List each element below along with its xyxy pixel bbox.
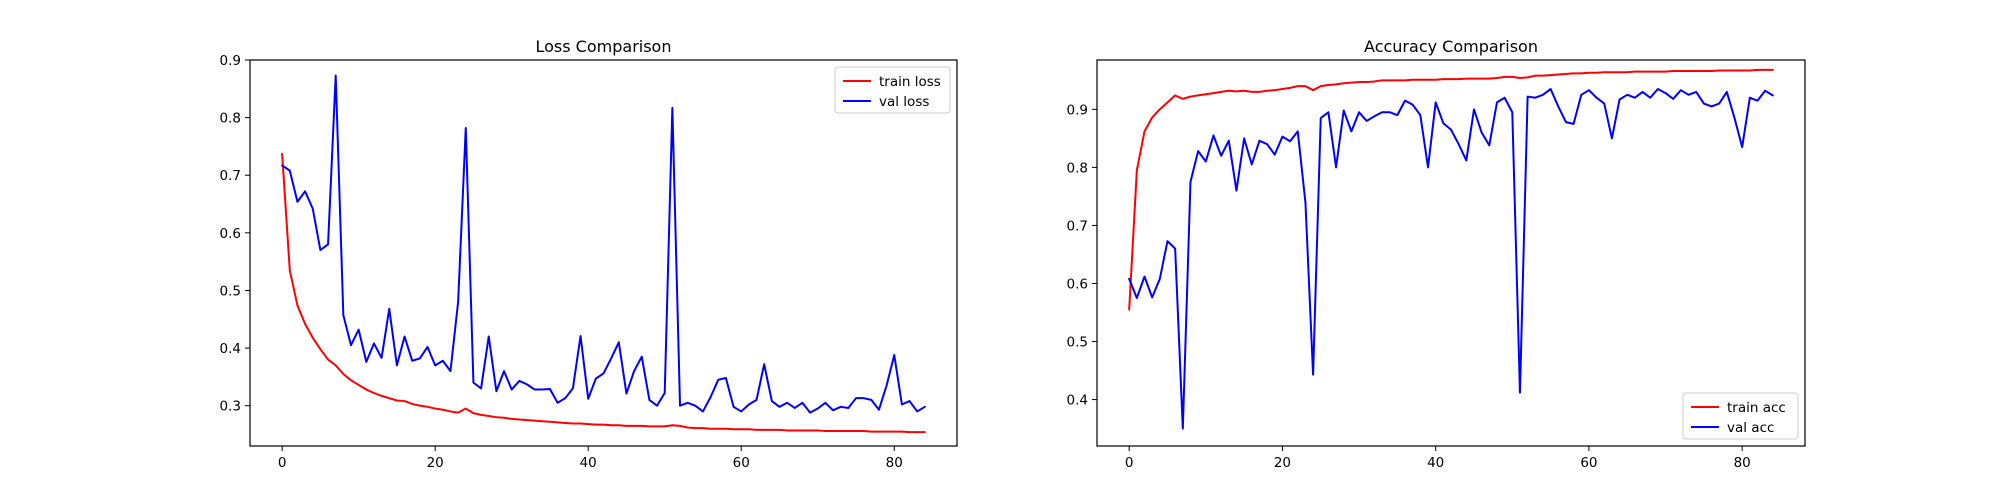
plot-area <box>1096 59 1806 447</box>
x-tick-label: 0 <box>1125 455 1134 471</box>
y-tick-label: 0.8 <box>1067 160 1088 176</box>
legend: train acc val acc <box>1682 392 1799 440</box>
val-loss-line <box>281 74 926 414</box>
x-tick-label: 20 <box>1274 455 1291 471</box>
val-acc-line <box>1128 88 1774 430</box>
legend-label-val-acc: val acc <box>1727 420 1774 436</box>
accuracy-chart: Accuracy Comparison 0 20 40 60 80 0.4 0.5 0.6 0.7… <box>1067 37 1806 471</box>
chart-title: Accuracy Comparison <box>1364 37 1538 56</box>
y-tick-label: 0.8 <box>220 111 241 127</box>
x-tick-label: 80 <box>886 455 903 471</box>
y-tick-label: 0.7 <box>220 168 241 184</box>
legend-label-train-acc: train acc <box>1727 400 1786 416</box>
y-tick-label: 0.4 <box>1067 393 1088 409</box>
y-tick-label: 0.4 <box>220 341 241 357</box>
y-tick-label: 0.5 <box>220 283 241 299</box>
chart-title: Loss Comparison <box>536 37 672 56</box>
legend-label-val-loss: val loss <box>879 94 929 110</box>
x-tick-label: 0 <box>278 455 287 471</box>
x-tick-label: 40 <box>580 455 597 471</box>
legend: train loss val loss <box>834 66 951 114</box>
x-tick-label: 60 <box>1580 455 1597 471</box>
train-loss-line <box>281 152 926 434</box>
plot-area <box>249 59 958 447</box>
y-tick-label: 0.6 <box>220 226 241 242</box>
legend-label-train-loss: train loss <box>879 74 941 90</box>
y-tick-label: 0.7 <box>1067 218 1088 234</box>
y-tick-label: 0.5 <box>1067 335 1088 351</box>
y-tick-label: 0.9 <box>220 53 241 69</box>
y-tick-label: 0.3 <box>220 399 241 415</box>
y-tick-label: 0.9 <box>1067 102 1088 118</box>
x-tick-label: 20 <box>427 455 444 471</box>
x-tick-label: 80 <box>1734 455 1751 471</box>
x-tick-label: 40 <box>1427 455 1444 471</box>
train-acc-line <box>1128 68 1774 311</box>
x-tick-label: 60 <box>733 455 750 471</box>
y-tick-label: 0.6 <box>1067 276 1088 292</box>
loss-chart: Loss Comparison 0 20 40 60 80 0.3 0.4 0.5 0.6 0.7 0… <box>220 37 958 471</box>
